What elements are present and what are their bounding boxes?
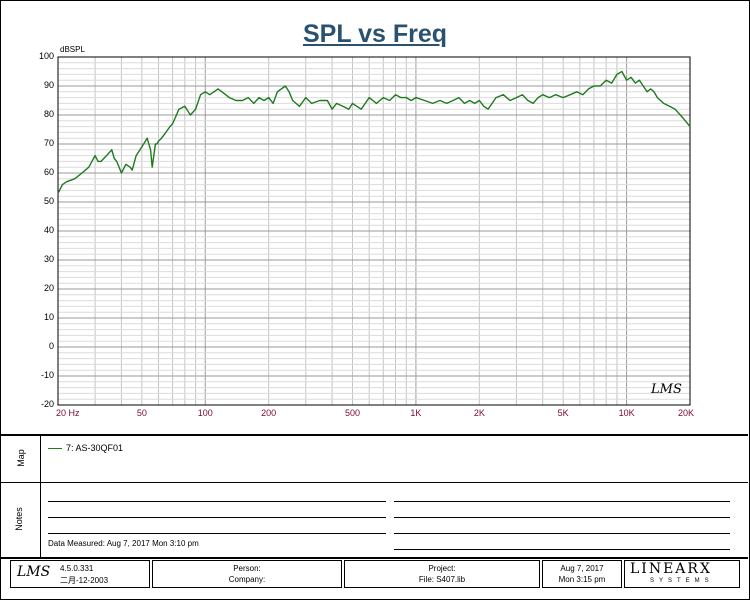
x-tick-label: 100 xyxy=(197,408,213,418)
legend-entry: 7: AS-30QF01 xyxy=(66,443,124,453)
y-tick-label: 90 xyxy=(43,80,54,90)
linearx-logo: LINEARX xyxy=(630,561,712,577)
horizontal-gridlines xyxy=(58,56,690,406)
notes-line xyxy=(394,501,730,502)
legend-swatch xyxy=(48,448,62,449)
x-tick-label: 1K xyxy=(410,408,422,418)
y-axis-unit: dBSPL xyxy=(60,45,85,54)
y-tick-label: 60 xyxy=(43,167,54,177)
notes-line xyxy=(394,517,730,518)
y-tick-label: 0 xyxy=(48,341,54,351)
notes-line xyxy=(394,533,730,534)
project-label: Project: xyxy=(428,564,456,573)
person-label: Person: xyxy=(233,564,261,573)
y-tick-label: -10 xyxy=(40,370,54,380)
x-tick-label: 50 xyxy=(136,408,147,418)
footer-top-border xyxy=(0,557,748,559)
notes-label: Notes xyxy=(13,507,24,531)
file-label: File: S407.lib xyxy=(418,575,466,584)
lms-logo: LMS xyxy=(17,564,51,580)
y-tick-label: 10 xyxy=(43,312,54,322)
footer-version-box xyxy=(10,560,150,588)
map-top-border xyxy=(0,434,748,436)
x-tick-label: 5K xyxy=(557,408,569,418)
x-tick-label: 10K xyxy=(618,408,635,418)
plot-area-border xyxy=(57,56,691,406)
lms-watermark: LMS xyxy=(651,382,682,397)
x-tick-label: 20K xyxy=(677,408,694,418)
notes-top-border xyxy=(0,482,748,483)
footer-person-box xyxy=(152,560,342,588)
y-tick-label: 40 xyxy=(43,225,54,235)
footer-brand-box xyxy=(624,560,740,588)
notes-line xyxy=(394,549,730,550)
series-layer xyxy=(57,70,691,194)
series-line xyxy=(57,70,691,194)
data-measured-text: Data Measured: Aug 7, 2017 Mon 3:10 pm xyxy=(48,539,199,548)
chart-title: SPL vs Freq xyxy=(302,20,448,48)
linearx-subtitle: SYSTEMS xyxy=(650,578,714,584)
x-tick-label: 20 Hz xyxy=(56,408,80,418)
x-tick-label: 2K xyxy=(473,408,485,418)
date-code-text: 二月-12-2003 xyxy=(60,576,109,585)
notes-line xyxy=(48,517,386,518)
y-tick-label: 70 xyxy=(43,138,54,148)
label-column-divider xyxy=(40,436,41,558)
y-tick-label: 80 xyxy=(43,109,54,119)
x-tick-label: 500 xyxy=(344,408,360,418)
footer-project-box xyxy=(344,560,540,588)
map-label: Map xyxy=(15,449,26,467)
y-tick-label: -20 xyxy=(40,399,54,409)
y-tick-label: 50 xyxy=(43,196,54,206)
footer-date: Aug 7, 2017 xyxy=(560,564,604,573)
x-tick-label: 200 xyxy=(261,408,277,418)
footer-time: Mon 3:15 pm xyxy=(558,575,606,584)
y-tick-label: 20 xyxy=(43,283,54,293)
y-tick-label: 100 xyxy=(38,51,54,61)
company-label: Company: xyxy=(228,575,266,584)
notes-line xyxy=(48,501,386,502)
notes-line xyxy=(48,533,386,534)
version-text: 4.5.0.331 xyxy=(60,564,94,573)
y-tick-label: 30 xyxy=(43,254,54,264)
footer-date-box xyxy=(542,560,622,588)
